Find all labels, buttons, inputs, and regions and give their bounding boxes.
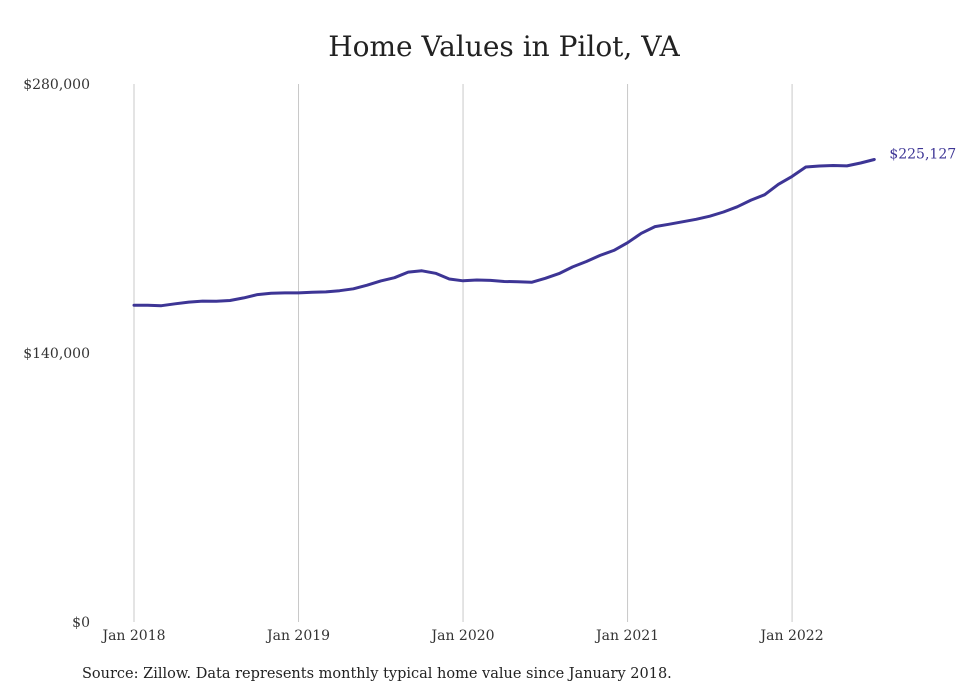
series-line <box>132 158 876 308</box>
series-layer: $225,127 <box>132 147 956 308</box>
x-tick-label: Jan 2019 <box>265 628 330 644</box>
gridlines <box>133 84 793 622</box>
end-value-label: $225,127 <box>889 147 956 163</box>
line-chart: $0$140,000$280,000 Jan 2018 Jan 2019 Jan 2… <box>23 77 956 644</box>
y-axis-ticks: $0 $140,000 $280,000 <box>23 77 90 631</box>
x-tick-label: Jan 2018 <box>100 628 165 644</box>
y-tick-label: $280,000 <box>23 77 90 93</box>
source-note: Source: Zillow. Data represents monthly … <box>82 666 672 682</box>
x-tick-label: Jan 2022 <box>759 628 824 644</box>
chart-title: Home Values in Pilot, VA <box>328 30 680 63</box>
x-tick-label: Jan 2020 <box>430 628 495 644</box>
x-tick-label: Jan 2021 <box>594 628 659 644</box>
y-tick-label: $0 <box>72 615 90 631</box>
x-axis-ticks: Jan 2018 Jan 2019 Jan 2020 Jan 2021 Jan 2022 <box>100 628 823 644</box>
y-tick-label: $140,000 <box>23 346 90 362</box>
